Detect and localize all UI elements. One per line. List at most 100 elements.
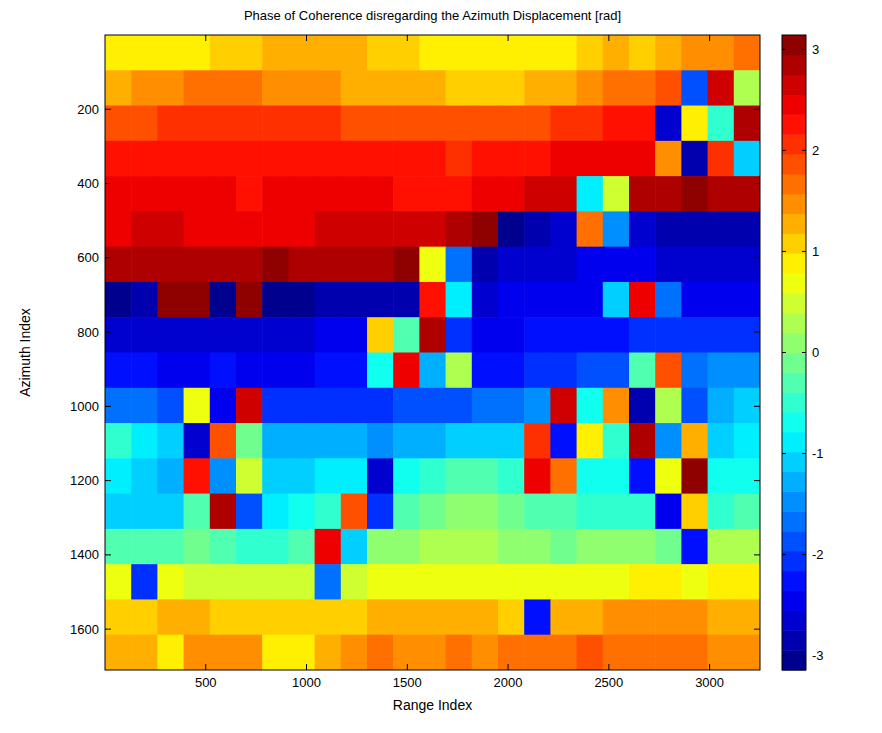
cell	[131, 529, 158, 565]
cell	[708, 635, 735, 670]
cell	[629, 599, 656, 635]
cell	[708, 317, 735, 353]
cell	[105, 458, 132, 494]
cell	[288, 388, 315, 424]
y-tick-right	[754, 183, 760, 184]
cell	[341, 635, 368, 670]
cell	[577, 353, 604, 389]
cell	[236, 458, 263, 494]
cell	[681, 35, 708, 71]
cell	[681, 282, 708, 318]
cell	[288, 599, 315, 635]
cell	[105, 70, 132, 106]
cell	[550, 317, 577, 353]
cell	[157, 317, 184, 353]
cell	[184, 423, 211, 459]
cell	[341, 317, 368, 353]
x-tick-label: 2500	[594, 675, 623, 690]
x-tick	[608, 664, 609, 670]
cell	[210, 564, 237, 600]
cell	[603, 458, 630, 494]
cell	[315, 247, 342, 283]
y-tick-right	[754, 332, 760, 333]
colorbar-step	[782, 75, 806, 95]
cell	[419, 353, 446, 389]
x-tick-label: 3000	[695, 675, 724, 690]
cell	[472, 211, 499, 247]
cell	[236, 106, 263, 142]
cell	[472, 494, 499, 530]
cell	[210, 141, 237, 177]
cell	[629, 106, 656, 142]
cell	[288, 529, 315, 565]
cell	[603, 176, 630, 212]
cell	[341, 494, 368, 530]
y-tick	[105, 554, 111, 555]
cell	[315, 564, 342, 600]
y-tick	[105, 109, 111, 110]
cell	[498, 247, 525, 283]
cell	[603, 35, 630, 71]
cell	[655, 494, 682, 530]
cell	[681, 70, 708, 106]
cell	[603, 529, 630, 565]
colorbar-step	[782, 610, 806, 630]
cell	[472, 141, 499, 177]
cell	[288, 353, 315, 389]
cell	[315, 106, 342, 142]
cell	[681, 599, 708, 635]
cell	[681, 141, 708, 177]
colorbar-step	[782, 134, 806, 154]
cell	[655, 564, 682, 600]
cell	[498, 282, 525, 318]
cell	[157, 458, 184, 494]
colorbar	[782, 35, 806, 671]
colorbar-step	[782, 412, 806, 432]
cell	[288, 35, 315, 71]
y-tick	[105, 406, 111, 407]
cell	[472, 282, 499, 318]
cell	[524, 564, 551, 600]
cell	[393, 35, 420, 71]
x-tick-label: 1000	[292, 675, 321, 690]
cell	[524, 599, 551, 635]
y-tick-right	[754, 480, 760, 481]
cell	[367, 494, 394, 530]
cell	[734, 388, 760, 424]
cell	[184, 529, 211, 565]
cell	[157, 494, 184, 530]
cell	[393, 247, 420, 283]
cell	[524, 423, 551, 459]
colorbar-tick-right	[802, 352, 806, 353]
cell	[629, 35, 656, 71]
x-tick-top	[709, 35, 710, 41]
cell	[341, 247, 368, 283]
cell	[210, 35, 237, 71]
cell	[419, 211, 446, 247]
cell	[472, 247, 499, 283]
cell	[341, 282, 368, 318]
cell	[524, 635, 551, 670]
cell	[577, 529, 604, 565]
colorbar-tick-label: 3	[812, 42, 819, 57]
cell	[629, 211, 656, 247]
cell	[472, 529, 499, 565]
cell	[708, 141, 735, 177]
cell	[446, 176, 473, 212]
cell	[131, 599, 158, 635]
cell	[419, 282, 446, 318]
cell	[210, 70, 237, 106]
cell	[157, 599, 184, 635]
cell	[236, 35, 263, 71]
cell	[524, 388, 551, 424]
x-tick-top	[508, 35, 509, 41]
cell	[629, 423, 656, 459]
colorbar-step	[782, 154, 806, 174]
cell	[655, 529, 682, 565]
colorbar-step	[782, 531, 806, 551]
cell	[472, 70, 499, 106]
cell	[367, 423, 394, 459]
cell	[708, 494, 735, 530]
colorbar-step	[782, 353, 806, 373]
cell	[236, 353, 263, 389]
